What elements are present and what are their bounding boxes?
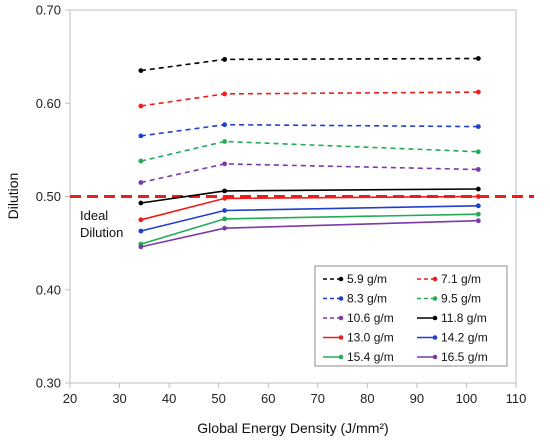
series-11-8-g-m bbox=[138, 186, 481, 206]
legend-item: 13.0 g/m bbox=[323, 331, 394, 345]
series-layer bbox=[138, 56, 481, 250]
legend-item: 10.6 g/m bbox=[323, 311, 394, 325]
legend-swatch-marker bbox=[338, 296, 344, 301]
series-9-5-g-m bbox=[138, 139, 481, 164]
legend-swatch-marker bbox=[432, 354, 438, 360]
data-point bbox=[138, 68, 144, 74]
legend-item: 7.1 g/m bbox=[417, 272, 481, 286]
data-point bbox=[222, 216, 228, 222]
data-point bbox=[222, 57, 228, 62]
data-point bbox=[138, 228, 144, 234]
data-point bbox=[475, 211, 481, 217]
legend-label: 8.3 g/m bbox=[347, 292, 387, 306]
data-point bbox=[138, 158, 144, 164]
y-axis-label: Dilution bbox=[5, 173, 21, 220]
legend-swatch-marker bbox=[432, 335, 438, 340]
legend-label: 5.9 g/m bbox=[347, 272, 387, 286]
data-point bbox=[222, 188, 228, 194]
y-tick-label: 0.70 bbox=[36, 3, 61, 18]
legend-label: 15.4 g/m bbox=[347, 350, 394, 364]
data-point bbox=[222, 91, 228, 97]
data-point bbox=[475, 167, 481, 172]
legend-label: 14.2 g/m bbox=[441, 331, 488, 345]
legend-swatch-marker bbox=[338, 315, 344, 321]
ideal-dilution-label: Dilution bbox=[80, 225, 123, 240]
legend-item: 11.8 g/m bbox=[417, 311, 487, 325]
data-point bbox=[138, 244, 144, 250]
x-tick-label: 60 bbox=[261, 391, 275, 406]
y-tick-label: 0.50 bbox=[36, 189, 61, 204]
legend-label: 7.1 g/m bbox=[441, 272, 481, 286]
data-point bbox=[475, 194, 481, 199]
legend-label: 16.5 g/m bbox=[441, 350, 488, 364]
x-tick-label: 20 bbox=[63, 391, 77, 406]
y-tick-label: 0.60 bbox=[36, 96, 61, 111]
series-16-5-g-m bbox=[138, 218, 481, 250]
data-point bbox=[222, 122, 228, 128]
data-point bbox=[138, 133, 144, 139]
legend-swatch-marker bbox=[432, 315, 438, 321]
series-8-3-g-m bbox=[138, 122, 481, 139]
data-point bbox=[222, 139, 228, 144]
legend-item: 9.5 g/m bbox=[417, 292, 481, 306]
y-tick-label: 0.30 bbox=[36, 376, 61, 391]
data-point bbox=[475, 218, 481, 224]
data-point bbox=[138, 180, 144, 185]
data-point bbox=[475, 124, 481, 129]
data-point bbox=[138, 200, 144, 206]
legend-swatch-marker bbox=[432, 276, 438, 282]
data-point bbox=[222, 195, 228, 201]
legend-swatch-marker bbox=[338, 354, 344, 360]
data-point bbox=[222, 161, 228, 167]
ideal-dilution-label: Ideal bbox=[80, 208, 108, 223]
legend-label: 11.8 g/m bbox=[441, 311, 487, 325]
x-tick-label: 40 bbox=[162, 391, 176, 406]
data-point bbox=[475, 56, 481, 61]
data-point bbox=[475, 149, 481, 155]
series-7-1-g-m bbox=[138, 89, 481, 109]
data-point bbox=[138, 217, 144, 223]
legend-item: 5.9 g/m bbox=[323, 272, 387, 286]
series-13-0-g-m bbox=[138, 194, 481, 223]
x-tick-label: 50 bbox=[211, 391, 225, 406]
series-10-6-g-m bbox=[138, 161, 481, 185]
legend-swatch-marker bbox=[338, 335, 344, 340]
legend-label: 13.0 g/m bbox=[347, 331, 394, 345]
data-point bbox=[138, 103, 144, 109]
data-point bbox=[475, 203, 481, 209]
legend-box bbox=[314, 265, 508, 367]
x-tick-label: 80 bbox=[360, 391, 374, 406]
x-tick-label: 90 bbox=[410, 391, 424, 406]
axes-layer: 20 30 40 50 60 70 80 90 100 110 0.30 0.40 0.50 0.60 0.… bbox=[36, 3, 527, 407]
annotation-layer: Ideal Dilution bbox=[80, 208, 123, 240]
data-point bbox=[475, 89, 481, 95]
series-14-2-g-m bbox=[138, 203, 481, 234]
series-5-9-g-m bbox=[138, 56, 481, 74]
legend-label: 10.6 g/m bbox=[347, 311, 394, 325]
data-point bbox=[222, 225, 228, 231]
data-point bbox=[475, 186, 481, 192]
x-tick-label: 100 bbox=[456, 391, 478, 406]
x-axis-label: Global Energy Density (J/mm²) bbox=[197, 420, 388, 436]
legend-item: 14.2 g/m bbox=[417, 331, 488, 345]
x-tick-label: 30 bbox=[112, 391, 126, 406]
legend-item: 15.4 g/m bbox=[323, 350, 394, 364]
data-point bbox=[222, 208, 228, 213]
legend-swatch-marker bbox=[432, 296, 438, 301]
legend-item: 8.3 g/m bbox=[323, 292, 387, 306]
legend-label: 9.5 g/m bbox=[441, 292, 481, 306]
y-tick-label: 0.40 bbox=[36, 282, 61, 297]
x-tick-label: 70 bbox=[311, 391, 325, 406]
x-tick-label: 110 bbox=[506, 391, 527, 406]
legend-item: 16.5 g/m bbox=[417, 350, 488, 364]
legend: 5.9 g/m 7.1 g/m 8.3 g/m 9.5 g/m 10.6 g/m 11.8… bbox=[314, 265, 508, 367]
legend-swatch-marker bbox=[338, 276, 344, 282]
